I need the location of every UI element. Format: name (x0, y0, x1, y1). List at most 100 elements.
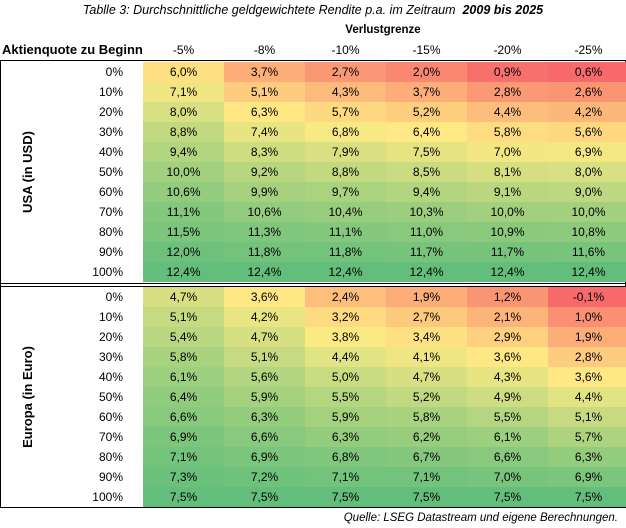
table-cell: 7,1% (143, 82, 224, 102)
table-cell: 6,9% (548, 142, 626, 162)
table-cell: 10,0% (467, 202, 548, 222)
quota-label: 20% (98, 105, 123, 119)
column-header: -5% (172, 43, 195, 57)
table-cell: 8,8% (143, 122, 224, 142)
table-row: 50% 10,0% 9,2% 8,8% 8,5% 8,1% 8,0% (0, 162, 626, 182)
table-cell: 3,6% (467, 347, 548, 367)
table-cell: 12,4% (467, 262, 548, 282)
table-cell: 7,5% (143, 487, 224, 507)
quota-label: 90% (98, 245, 123, 259)
table-row: 100% 12,4% 12,4% 12,4% 12,4% 12,4% 12,4% (0, 262, 626, 282)
table-cell: 1,9% (548, 327, 626, 347)
table-cell: 6,0% (143, 62, 224, 82)
table-cell: 7,3% (143, 467, 224, 487)
table-cell: 12,4% (386, 262, 467, 282)
table-cell: 5,9% (305, 407, 386, 427)
quota-label: 100% (92, 265, 123, 279)
quota-label: 70% (98, 205, 123, 219)
table-row: 10% 7,1% 5,1% 4,3% 3,7% 2,8% 2,6% (0, 82, 626, 102)
table-cell: 7,9% (305, 142, 386, 162)
table-cell: 7,0% (467, 142, 548, 162)
table-cell: 4,3% (467, 367, 548, 387)
quota-label: 100% (92, 490, 123, 504)
table-cell: 6,9% (143, 427, 224, 447)
table-cell: 1,2% (467, 287, 548, 307)
quota-label: 0% (105, 65, 123, 79)
table-row: 10% 5,1% 4,2% 3,2% 2,7% 2,1% 1,0% (0, 307, 626, 327)
table-cell: 4,3% (305, 82, 386, 102)
table-cell: 12,4% (305, 262, 386, 282)
table-row: 70% 6,9% 6,6% 6,3% 6,2% 6,1% 5,7% (0, 427, 626, 447)
table-row: 90% 12,0% 11,8% 11,8% 11,7% 11,7% 11,6% (0, 242, 626, 262)
table-cell: 5,1% (224, 347, 305, 367)
table-cell: 9,9% (224, 182, 305, 202)
table-cell: 6,3% (224, 407, 305, 427)
title-period: 2009 bis 2025 (462, 3, 544, 17)
title-text: Tablle 3: Durchschnittliche geldgewichte… (82, 3, 456, 17)
table-cell: 0,6% (548, 62, 626, 82)
column-header: -15% (412, 43, 441, 57)
table-row: 30% 8,8% 7,4% 6,8% 6,4% 5,8% 5,6% (0, 122, 626, 142)
table-cell: 7,5% (386, 487, 467, 507)
table-cell: 2,7% (305, 62, 386, 82)
table-cell: 4,1% (386, 347, 467, 367)
table-cell: 4,2% (224, 307, 305, 327)
quota-label: 20% (98, 330, 123, 344)
table-cell: 2,4% (305, 287, 386, 307)
table-cell: 5,7% (305, 102, 386, 122)
table-cell: 12,0% (143, 242, 224, 262)
table-cell: 4,2% (548, 102, 626, 122)
table-cell: 5,5% (467, 407, 548, 427)
table-cell: 10,4% (305, 202, 386, 222)
table-cell: 2,8% (467, 82, 548, 102)
table-cell: 3,8% (305, 327, 386, 347)
group-header: Verlustgrenze (345, 24, 421, 36)
table-cell: 5,8% (467, 122, 548, 142)
table-cell: 6,2% (386, 427, 467, 447)
table-title: Tablle 3: Durchschnittliche geldgewichte… (0, 0, 626, 20)
quota-label: 30% (98, 125, 123, 139)
table-cell: 5,2% (386, 387, 467, 407)
table-cell: 6,1% (143, 367, 224, 387)
quota-label: 70% (98, 430, 123, 444)
table-cell: 5,6% (224, 367, 305, 387)
table-cell: 8,0% (143, 102, 224, 122)
table-row: 80% 11,5% 11,3% 11,1% 11,0% 10,9% 10,8% (0, 222, 626, 242)
table-cell: 2,1% (467, 307, 548, 327)
table-cell: 6,8% (305, 447, 386, 467)
table-cell: 11,8% (224, 242, 305, 262)
quota-label: 10% (98, 310, 123, 324)
table-cell: 11,8% (305, 242, 386, 262)
table-cell: 3,7% (386, 82, 467, 102)
table-cell: 11,3% (224, 222, 305, 242)
table-cell: 1,9% (386, 287, 467, 307)
table-cell: 6,8% (305, 122, 386, 142)
table-row: 80% 7,1% 6,9% 6,8% 6,7% 6,6% 6,3% (0, 447, 626, 467)
table-cell: 1,0% (548, 307, 626, 327)
column-header: -8% (253, 43, 276, 57)
table-cell: 4,7% (143, 287, 224, 307)
table-cell: 5,9% (224, 387, 305, 407)
table-cell: 3,6% (548, 367, 626, 387)
table-cell: 7,1% (305, 467, 386, 487)
table-cell: 10,3% (386, 202, 467, 222)
quota-label: 80% (98, 450, 123, 464)
border-left (0, 60, 1, 508)
table-cell: 5,8% (143, 347, 224, 367)
table-row: 50% 6,4% 5,9% 5,5% 5,2% 4,9% 4,4% (0, 387, 626, 407)
table-cell: 5,0% (305, 367, 386, 387)
table-cell: 6,6% (143, 407, 224, 427)
quota-label: 80% (98, 225, 123, 239)
table-cell: 11,0% (386, 222, 467, 242)
table-cell: 8,0% (548, 162, 626, 182)
table-cell: 7,1% (143, 447, 224, 467)
table-cell: 10,0% (143, 162, 224, 182)
table-row: 0% 4,7% 3,6% 2,4% 1,9% 1,2% -0,1% (0, 287, 626, 307)
table-cell: 10,0% (548, 202, 626, 222)
table-cell: 6,3% (305, 427, 386, 447)
table-cell: 2,7% (386, 307, 467, 327)
table-cell: 5,6% (548, 122, 626, 142)
divider (0, 507, 626, 508)
table-cell: 11,7% (467, 242, 548, 262)
table-cell: 9,2% (224, 162, 305, 182)
